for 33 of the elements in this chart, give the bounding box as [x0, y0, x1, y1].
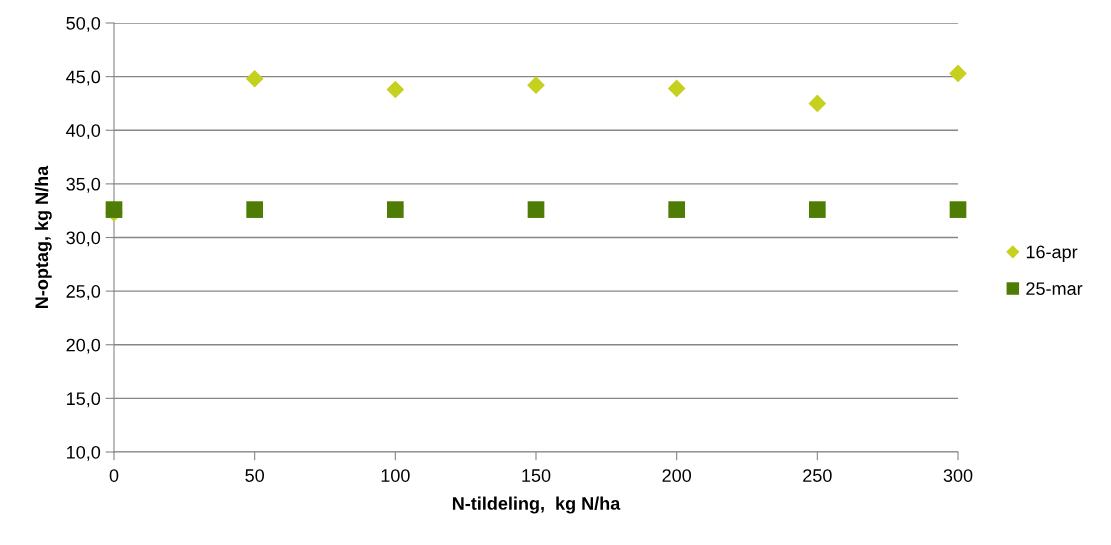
legend-label: 16-apr — [1026, 245, 1078, 262]
legend-label: 25-mar — [1026, 282, 1083, 296]
y-tick-label: 35,0 — [66, 177, 101, 193]
point — [527, 76, 545, 95]
point — [105, 201, 123, 218]
point — [527, 201, 545, 218]
point — [949, 64, 967, 83]
y-axis-title: N-optag, kg N/ha — [34, 165, 52, 309]
x-tick-label: 100 — [381, 469, 410, 482]
y-tick-label: 45,0 — [66, 70, 101, 86]
x-tick-label: 250 — [803, 469, 832, 482]
y-tick-label: 50,0 — [66, 16, 101, 32]
x-axis-title: N-tildeling, kg N/ha — [452, 496, 621, 514]
point — [386, 80, 405, 99]
point — [668, 201, 685, 218]
x-tick-label: 50 — [245, 469, 264, 482]
y-tick-label: 40,0 — [66, 124, 101, 140]
point — [809, 201, 826, 218]
x-tick-label: 200 — [662, 469, 692, 482]
point — [667, 79, 686, 98]
y-tick-label: 20,0 — [66, 338, 101, 354]
point — [246, 201, 263, 218]
y-tick-label: 30,0 — [66, 231, 101, 247]
y-tick-label: 10,0 — [67, 445, 101, 461]
x-tick-label: 0 — [109, 469, 119, 482]
point — [808, 94, 827, 113]
y-tick-label: 15,0 — [67, 392, 101, 408]
point — [387, 201, 404, 218]
point — [245, 69, 264, 88]
x-tick-label: 150 — [522, 469, 551, 482]
x-tick-label: 300 — [943, 469, 973, 482]
point — [949, 201, 967, 218]
y-tick-label: 25,0 — [66, 285, 101, 300]
